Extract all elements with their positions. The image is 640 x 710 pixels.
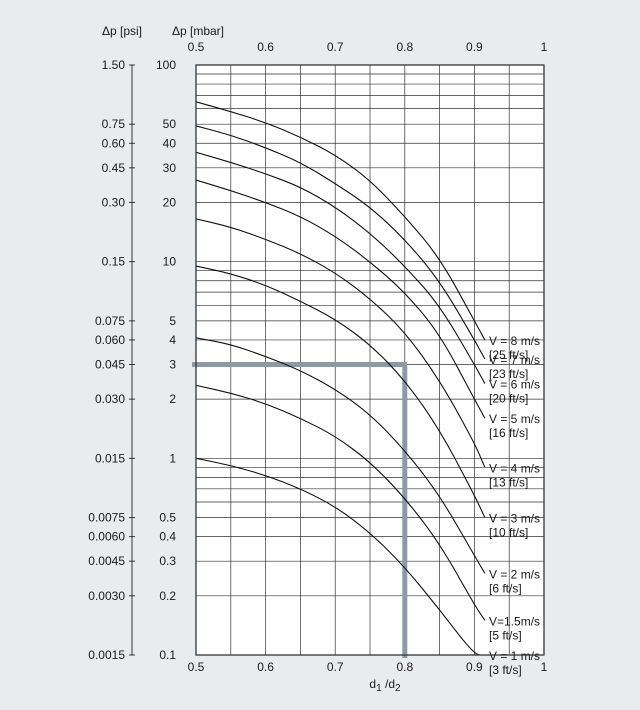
series-label-ft: [10 ft/s]: [489, 526, 528, 540]
psi-tick-label: 0.75: [102, 117, 126, 131]
series-label: V = 4 m/s: [489, 461, 540, 475]
series-line: [195, 384, 486, 621]
mbar-tick-label: 10: [163, 255, 177, 269]
series-label: V = 6 m/s: [489, 378, 540, 392]
series-line: [195, 125, 486, 360]
psi-tick-label: 0.045: [95, 357, 125, 371]
x-axis-label-main: d: [369, 677, 376, 691]
series-label: V = 5 m/s: [489, 412, 540, 426]
psi-tick-label: 0.0015: [88, 648, 125, 662]
series-label-ft: [25 ft/s]: [489, 348, 528, 362]
psi-tick-label: 0.015: [95, 451, 125, 465]
series-label: V = 3 m/s: [489, 512, 540, 526]
x-tick-label-top: 0.5: [188, 40, 205, 54]
x-tick-label-top: 0.9: [466, 40, 483, 54]
series-4: V = 5 m/s[16 ft/s]: [195, 179, 540, 440]
series-label: V=1.5m/s: [489, 614, 540, 628]
series-label-ft: [5 ft/s]: [489, 628, 522, 642]
psi-tick-label: 0.075: [95, 314, 125, 328]
x-axis-label-sub2: 2: [395, 683, 401, 694]
plot-border: [195, 64, 545, 656]
psi-tick-label: 1.50: [102, 58, 126, 72]
mbar-tick-label: 20: [163, 195, 177, 209]
mbar-tick-label: 3: [169, 357, 176, 371]
psi-tick-label: 0.45: [102, 161, 126, 175]
mbar-tick-label: 0.4: [159, 530, 176, 544]
x-tick-label-bottom: 1: [541, 660, 548, 674]
series-line: [195, 179, 486, 419]
x-tick-label-bottom: 0.5: [188, 660, 205, 674]
mbar-tick-label: 30: [163, 161, 177, 175]
mbar-tick-label: 0.3: [159, 554, 176, 568]
series-label-ft: [23 ft/s]: [489, 367, 528, 381]
mbar-tick-label: 0.2: [159, 589, 176, 603]
series-7: V = 2 m/s[6 ft/s]: [195, 337, 540, 595]
x-tick-label-bottom: 0.8: [396, 660, 413, 674]
series-line: [195, 337, 486, 574]
series-label: V = 1 m/s: [489, 649, 540, 663]
series-line: [195, 218, 486, 468]
mbar-tick-label: 5: [169, 314, 176, 328]
x-tick-label-top: 0.8: [396, 40, 413, 54]
psi-tick-label: 0.030: [95, 392, 125, 406]
psi-tick-label: 0.0060: [88, 530, 125, 544]
series-label: V = 8 m/s: [489, 334, 540, 348]
series-line: [195, 101, 486, 341]
x-tick-label-top: 0.6: [257, 40, 274, 54]
mbar-tick-label: 1: [169, 451, 176, 465]
mbar-tick-label: 40: [163, 136, 177, 150]
x-tick-label-bottom: 0.9: [466, 660, 483, 674]
series-3: V = 6 m/s[20 ft/s]: [195, 151, 540, 406]
x-axis-label: d1 /d2: [369, 677, 401, 694]
mbar-tick-label: 0.5: [159, 511, 176, 525]
series-1: V = 8 m/s[25 ft/s]: [195, 101, 540, 362]
psi-tick-label: 0.0075: [88, 511, 125, 525]
series-label-ft: [13 ft/s]: [489, 475, 528, 489]
x-axis-label-mid: /d: [382, 677, 395, 691]
axes: 0.5 0.5 0.6 0.6 0.7 0.7 0.8 0.8 0.9 0.9 1 1 100 50 40 3…: [88, 40, 547, 674]
mbar-axis-label: Δp [mbar]: [172, 24, 224, 38]
x-tick-label-top: 1: [541, 40, 548, 54]
series-label-ft: [3 ft/s]: [489, 663, 522, 677]
series-line: [195, 265, 486, 518]
mbar-tick-label: 4: [169, 333, 176, 347]
mbar-tick-label: 50: [163, 117, 177, 131]
series-label-ft: [6 ft/s]: [489, 581, 522, 595]
series-line: [195, 457, 485, 656]
series-label-ft: [20 ft/s]: [489, 392, 528, 406]
x-tick-label-bottom: 0.7: [327, 660, 344, 674]
series-line: [195, 151, 486, 384]
psi-tick-label: 0.060: [95, 333, 125, 347]
series-5: V = 4 m/s[13 ft/s]: [195, 218, 540, 489]
x-axis-label-sub1: 1: [376, 683, 382, 694]
psi-tick-label: 0.60: [102, 136, 126, 150]
psi-tick-label: 0.30: [102, 195, 126, 209]
x-tick-label-top: 0.7: [327, 40, 344, 54]
series-9: V = 1 m/s[3 ft/s]: [195, 457, 540, 677]
series-label: V = 7 m/s: [489, 353, 540, 367]
series-6: V = 3 m/s[10 ft/s]: [195, 265, 540, 540]
reference-lines: [192, 361, 408, 658]
series-label: V = 2 m/s: [489, 567, 540, 581]
mbar-tick-label: 100: [156, 58, 176, 72]
series-2: V = 7 m/s[23 ft/s]: [195, 125, 540, 381]
psi-tick-label: 0.0045: [88, 554, 125, 568]
x-tick-label-bottom: 0.6: [257, 660, 274, 674]
mbar-tick-label: 0.1: [159, 648, 176, 662]
series-8: V=1.5m/s[5 ft/s]: [195, 384, 540, 642]
psi-tick-label: 0.15: [102, 255, 126, 269]
series-group: V = 8 m/s[25 ft/s]V = 7 m/s[23 ft/s]V = …: [195, 101, 540, 677]
mbar-tick-label: 2: [169, 392, 176, 406]
psi-axis-label: Δp [psi]: [102, 24, 142, 38]
series-label-ft: [16 ft/s]: [489, 426, 528, 440]
psi-tick-label: 0.0030: [88, 589, 125, 603]
